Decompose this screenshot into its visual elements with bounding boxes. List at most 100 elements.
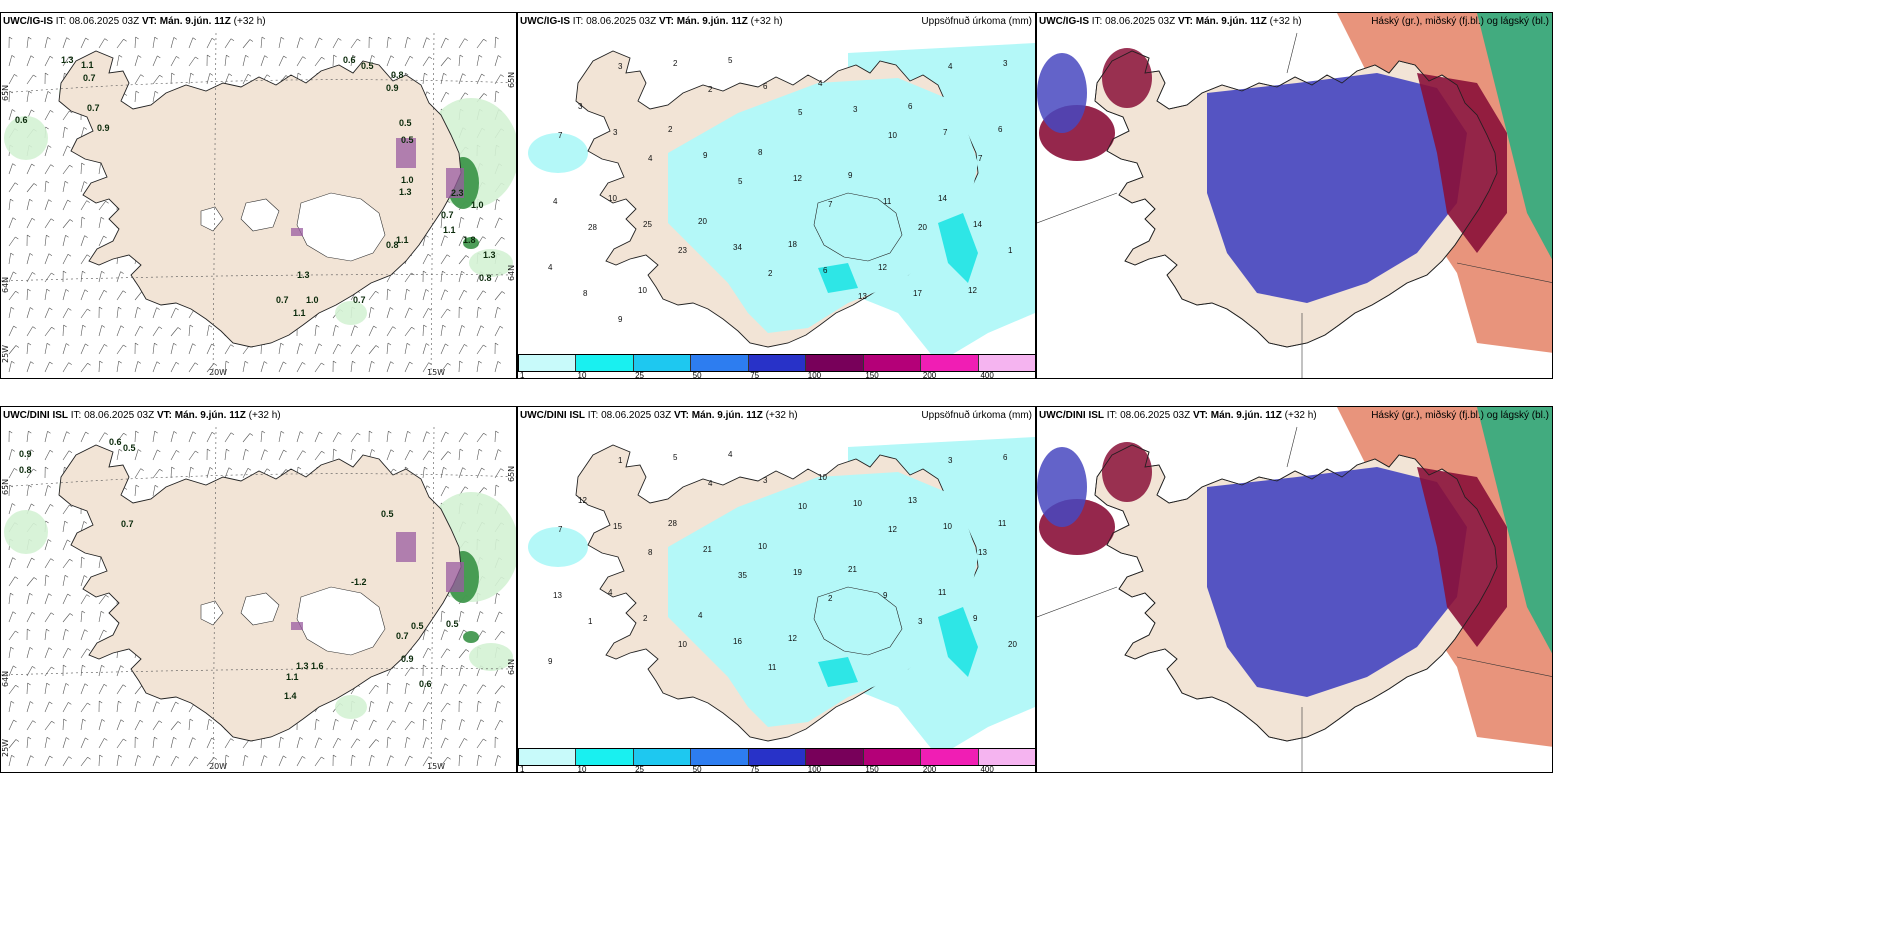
precip-value: 11 — [768, 663, 777, 672]
graticule — [1, 426, 516, 772]
temp-value: 0.6 — [15, 115, 28, 125]
glacier-outline — [813, 192, 903, 262]
precip-value: 10 — [678, 640, 687, 649]
precip-value: 10 — [853, 499, 862, 508]
precip-colorbar — [518, 748, 1035, 766]
temp-value: 1.1 — [286, 672, 299, 682]
precip-value: 1 — [1008, 246, 1013, 255]
temp-value: 0.7 — [276, 295, 289, 305]
colorbar-tick-label: 200 — [922, 765, 937, 773]
map-cloud-dini[interactable] — [1037, 407, 1553, 773]
temp-labels: 1.3 1.10.70.70.90.60.60.50.80.90.50.51.01… — [15, 55, 496, 318]
precip-value: 12 — [578, 496, 587, 505]
precip-value: 8 — [583, 289, 588, 298]
panel-title: UWC/IG-IS IT: 08.06.2025 03Z VT: Mán. 9.… — [1039, 16, 1302, 27]
colorbar-tick-label: 75 — [750, 371, 760, 379]
precip-value: 6 — [763, 82, 768, 91]
temp-value: 0.9 — [19, 449, 32, 459]
precip-value: 13 — [908, 496, 917, 505]
graticule — [1037, 32, 1552, 378]
temp-value: 0.7 — [353, 295, 366, 305]
precip-value: 23 — [678, 246, 687, 255]
precip-value: 6 — [823, 266, 828, 275]
temp-value: 0.5 — [446, 619, 459, 629]
precip-value: 9 — [973, 614, 978, 623]
temp-value: 0.8 — [391, 70, 404, 80]
temp-labels: 0.90.80.60.50.70.5-1.20.50.70.91.3 1.60.5… — [19, 437, 459, 701]
colorbar-segment — [806, 355, 864, 371]
map-temp-dini[interactable]: 20W 15W65N64N65N64N25W0.90.80.60.50.70.5-… — [1, 407, 517, 773]
cloud-mid-area — [1417, 467, 1507, 647]
precip-value: 21 — [703, 545, 712, 554]
map-cloud-igis[interactable] — [1037, 13, 1553, 379]
precip-value: 9 — [703, 151, 708, 160]
precip-value: 4 — [728, 450, 733, 459]
panel-right-title: Uppsöfnuð úrkoma (mm) — [921, 410, 1032, 421]
colorbar-tick-label: 25 — [635, 765, 645, 773]
panel-temp-dini: UWC/DINI ISL IT: 08.06.2025 03Z VT: Mán.… — [0, 406, 517, 773]
cloud-green-area — [1477, 13, 1552, 260]
precip-value: 13 — [553, 591, 562, 600]
lat-label: 65N — [507, 72, 516, 88]
precip-colorbar — [518, 354, 1035, 372]
precip-value: 2 — [768, 269, 773, 278]
cloud-green-area — [1477, 407, 1552, 654]
lat-label: 64N — [507, 659, 516, 675]
colorbar-tick-label: 1 — [520, 765, 525, 773]
temp-value: 0.5 — [399, 118, 412, 128]
precip-value: 25 — [643, 220, 652, 229]
precip-value: 8 — [648, 548, 653, 557]
precip-value: 8 — [758, 148, 763, 157]
precip-value: 3 — [853, 105, 858, 114]
glacier-area — [240, 592, 280, 626]
temp-value: -1.2 — [351, 577, 367, 587]
colorbar-tick-label: 150 — [865, 371, 879, 379]
colorbar-segment — [576, 749, 634, 765]
lat-label: 25W — [1, 739, 10, 757]
precip-value: 3 — [613, 128, 618, 137]
map-temp-igis[interactable]: 20W 15W 65N 64N 65N 64N 25W 1.3 1.1 0.7 0.7 0.9 0.6 0… — [1, 13, 517, 379]
precip-area-land — [668, 78, 978, 333]
precip-area-heavy — [938, 213, 978, 283]
colorbar-tick-label: 10 — [577, 765, 587, 773]
precip-value: 9 — [848, 171, 853, 180]
colorbar-tick-label: 50 — [692, 371, 702, 379]
temp-value: 0.5 — [381, 509, 394, 519]
panel-title: UWC/DINI ISL IT: 08.06.2025 03Z VT: Mán.… — [3, 410, 281, 421]
temp-value: 0.9 — [386, 83, 399, 93]
precip-area-heavy — [938, 607, 978, 677]
colorbar-segment — [633, 355, 692, 371]
panel-right-title: Háský (gr.), miðský (fj.bl.) og lágský (… — [1371, 16, 1549, 27]
temp-value: 0.7 — [441, 210, 454, 220]
precip-value: 7 — [828, 200, 833, 209]
temp-value: 0.8 — [479, 273, 492, 283]
coastline — [1094, 444, 1498, 742]
graticule — [1037, 426, 1552, 772]
hatch-patches — [291, 532, 464, 630]
precip-value: 5 — [673, 453, 678, 462]
temp-value: 1.0 — [306, 295, 319, 305]
panel-precip-igis: UWC/IG-IS IT: 08.06.2025 03Z VT: Mán. 9.… — [517, 12, 1036, 379]
lat-label: 65N — [507, 466, 516, 482]
precip-value: 21 — [848, 565, 857, 574]
colorbar-segment — [978, 355, 1035, 371]
precip-value: 20 — [698, 217, 707, 226]
colorbar-segment — [978, 749, 1035, 765]
temp-value: 0.7 — [121, 519, 134, 529]
panel-cloud-dini: UWC/DINI ISL IT: 08.06.2025 03Z VT: Mán.… — [1036, 406, 1553, 773]
temp-value: 0.5 — [411, 621, 424, 631]
precip-area-land — [668, 472, 978, 727]
panel-right-title: Uppsöfnuð úrkoma (mm) — [921, 16, 1032, 27]
colorbar-tick-label: 50 — [692, 765, 702, 773]
cloud-low-area — [1207, 73, 1467, 303]
precip-area-heavy — [818, 263, 858, 293]
lat-label: 64N — [1, 277, 10, 293]
cloud-low-area — [1037, 53, 1087, 133]
panel-right-title: Háský (gr.), miðský (fj.bl.) og lágský (… — [1371, 410, 1549, 421]
precip-value: 10 — [638, 286, 647, 295]
cloud-mid-area — [1102, 442, 1152, 502]
